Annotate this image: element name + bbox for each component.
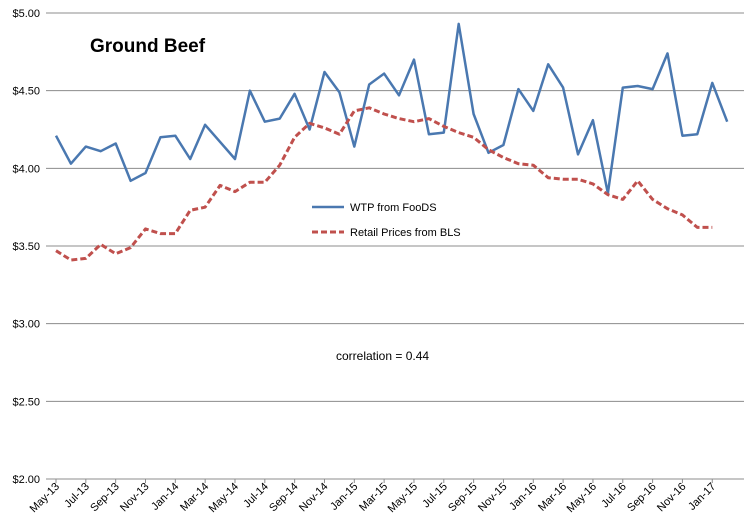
y-tick-label: $2.50 xyxy=(12,396,40,408)
y-tick-label: $2.00 xyxy=(12,474,40,486)
y-tick-label: $5.00 xyxy=(12,8,40,20)
legend-label-retail: Retail Prices from BLS xyxy=(350,227,461,239)
x-tick-label: Sep-13 xyxy=(88,481,122,515)
y-axis-tick-labels: $2.00 $2.50 $3.00 $3.50 $4.00 $4.50 $5.00 xyxy=(12,8,40,486)
y-tick-label: $3.00 xyxy=(12,319,40,331)
x-tick-label: May-15 xyxy=(386,481,420,515)
x-tick-label: Mar-14 xyxy=(178,481,211,514)
y-tick-label: $4.00 xyxy=(12,163,40,175)
x-tick-label: Mar-15 xyxy=(357,481,390,514)
series-line-wtp xyxy=(54,22,729,195)
series-line-retail xyxy=(55,106,713,262)
x-tick-label: Nov-13 xyxy=(118,481,152,515)
x-tick-label: Sep-14 xyxy=(267,481,301,515)
y-tick-label: $4.50 xyxy=(12,86,40,98)
x-tick-label: Sep-15 xyxy=(446,481,480,515)
x-axis-tick-labels: May-13 Jul-13Sep-13Nov-13Jan-14Mar-14May-… xyxy=(28,479,718,515)
correlation-annotation: correlation = 0.44 xyxy=(336,349,429,363)
chart-title: Ground Beef xyxy=(90,36,206,57)
x-tick-label: Mar-16 xyxy=(536,481,569,514)
series-lines xyxy=(54,22,729,262)
x-tick-label: May-14 xyxy=(207,481,241,515)
x-tick-label: Nov-15 xyxy=(476,481,510,515)
x-tick-label: Nov-16 xyxy=(655,481,689,515)
x-tick-label: Jan-17 xyxy=(686,481,718,513)
x-tick-label: Jan-14 xyxy=(149,481,181,513)
x-tick-label: Nov-14 xyxy=(297,481,331,515)
x-tick-label: Jan-15 xyxy=(328,481,360,513)
gridlines xyxy=(46,12,744,480)
x-tick-label: Sep-16 xyxy=(625,481,659,515)
y-tick-label: $3.50 xyxy=(12,241,40,253)
legend-label-wtp: WTP from FooDS xyxy=(350,202,437,214)
x-tick-label: Jan-16 xyxy=(507,481,539,513)
legend: WTP from FooDS Retail Prices from BLS xyxy=(312,202,461,239)
x-tick-label: May-16 xyxy=(565,481,599,515)
